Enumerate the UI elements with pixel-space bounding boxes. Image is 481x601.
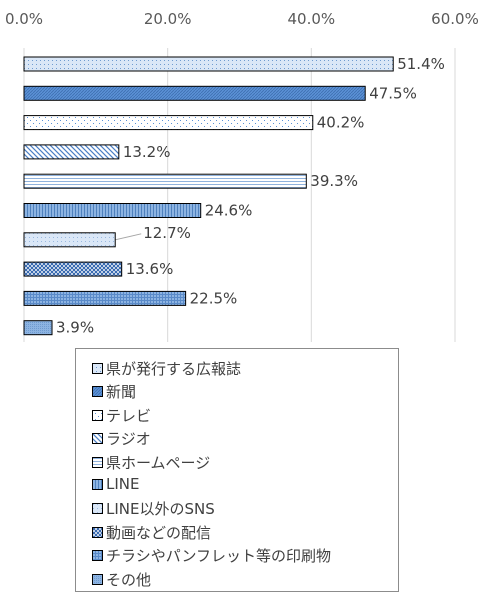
data-label: 12.7% bbox=[143, 224, 191, 242]
bar bbox=[23, 320, 53, 336]
legend-item: LINE bbox=[92, 475, 139, 493]
legend-swatch bbox=[92, 478, 103, 490]
x-tick-label: 0.0% bbox=[5, 10, 43, 28]
x-tick-label: 20.0% bbox=[144, 10, 192, 28]
legend-label: 県が発行する広報誌 bbox=[106, 360, 242, 378]
leader-line bbox=[115, 233, 142, 241]
bars bbox=[23, 56, 394, 336]
bar bbox=[23, 290, 187, 306]
legend-label: その他 bbox=[106, 570, 152, 589]
legend-label: チラシやパンフレット等の印刷物 bbox=[106, 547, 332, 566]
data-label: 51.4% bbox=[397, 55, 445, 73]
bar-chart: 0.0% 20.0% 40.0% 60.0% 51.4% 47.5%40.2% 13.2%… bbox=[5, 10, 479, 342]
legend-swatch bbox=[92, 550, 103, 562]
legend-item: 県が発行する広報誌 bbox=[92, 358, 241, 379]
legend-item: チラシやパンフレット等の印刷物 bbox=[92, 545, 331, 566]
data-label: 24.6% bbox=[205, 202, 253, 220]
legend-label: 県ホームページ bbox=[106, 453, 211, 472]
bar bbox=[23, 232, 116, 248]
bar bbox=[23, 203, 202, 218]
leader-lines bbox=[115, 233, 142, 241]
legend-label: 動画などの配信 bbox=[106, 523, 212, 542]
bar bbox=[23, 115, 314, 131]
data-label: 13.2% bbox=[123, 143, 171, 161]
x-axis: 0.0% 20.0% 40.0% 60.0% bbox=[5, 10, 479, 28]
legend-swatch bbox=[92, 526, 103, 538]
legend-swatch bbox=[92, 573, 103, 585]
legend-item: 新聞 bbox=[92, 381, 136, 402]
legend-item: ラジオ bbox=[92, 428, 151, 449]
legend-label: 新聞 bbox=[106, 383, 137, 402]
legend-swatch bbox=[92, 386, 103, 398]
legend-item: LINE以外のSNS bbox=[92, 498, 215, 519]
data-label: 40.2% bbox=[317, 114, 365, 132]
bar bbox=[23, 173, 307, 189]
legend-item: 県ホームページ bbox=[92, 452, 210, 473]
bar bbox=[23, 144, 120, 160]
data-label: 13.6% bbox=[126, 260, 174, 278]
legend-item: テレビ bbox=[92, 405, 151, 426]
legend-label: LINE bbox=[106, 475, 140, 493]
legend-swatch bbox=[92, 433, 103, 445]
bar bbox=[23, 85, 366, 101]
legend-item: 動画などの配信 bbox=[92, 522, 211, 543]
bar bbox=[23, 56, 394, 72]
bar bbox=[23, 261, 123, 277]
data-label: 22.5% bbox=[190, 289, 238, 307]
legend-swatch bbox=[92, 409, 103, 421]
legend-swatch bbox=[92, 363, 103, 374]
legend: 県が発行する広報誌 新聞テレビラジオ県ホームページ LINE LINE以外のSNS 動画… bbox=[75, 348, 399, 592]
data-label: 47.5% bbox=[369, 84, 417, 102]
data-label: 3.9% bbox=[56, 319, 94, 337]
legend-swatch bbox=[92, 503, 103, 515]
legend-label: ラジオ bbox=[106, 430, 151, 449]
legend-swatch bbox=[92, 456, 103, 468]
legend-item: その他 bbox=[92, 569, 151, 590]
data-labels: 51.4% 47.5%40.2% 13.2% 39.3% 24.6% 12.7% 13.6%… bbox=[56, 55, 445, 337]
x-tick-label: 60.0% bbox=[431, 10, 479, 28]
data-label: 39.3% bbox=[310, 172, 358, 190]
x-tick-label: 40.0% bbox=[288, 10, 336, 28]
legend-label: テレビ bbox=[106, 406, 152, 425]
legend-label: LINE以外のSNS bbox=[106, 500, 215, 519]
